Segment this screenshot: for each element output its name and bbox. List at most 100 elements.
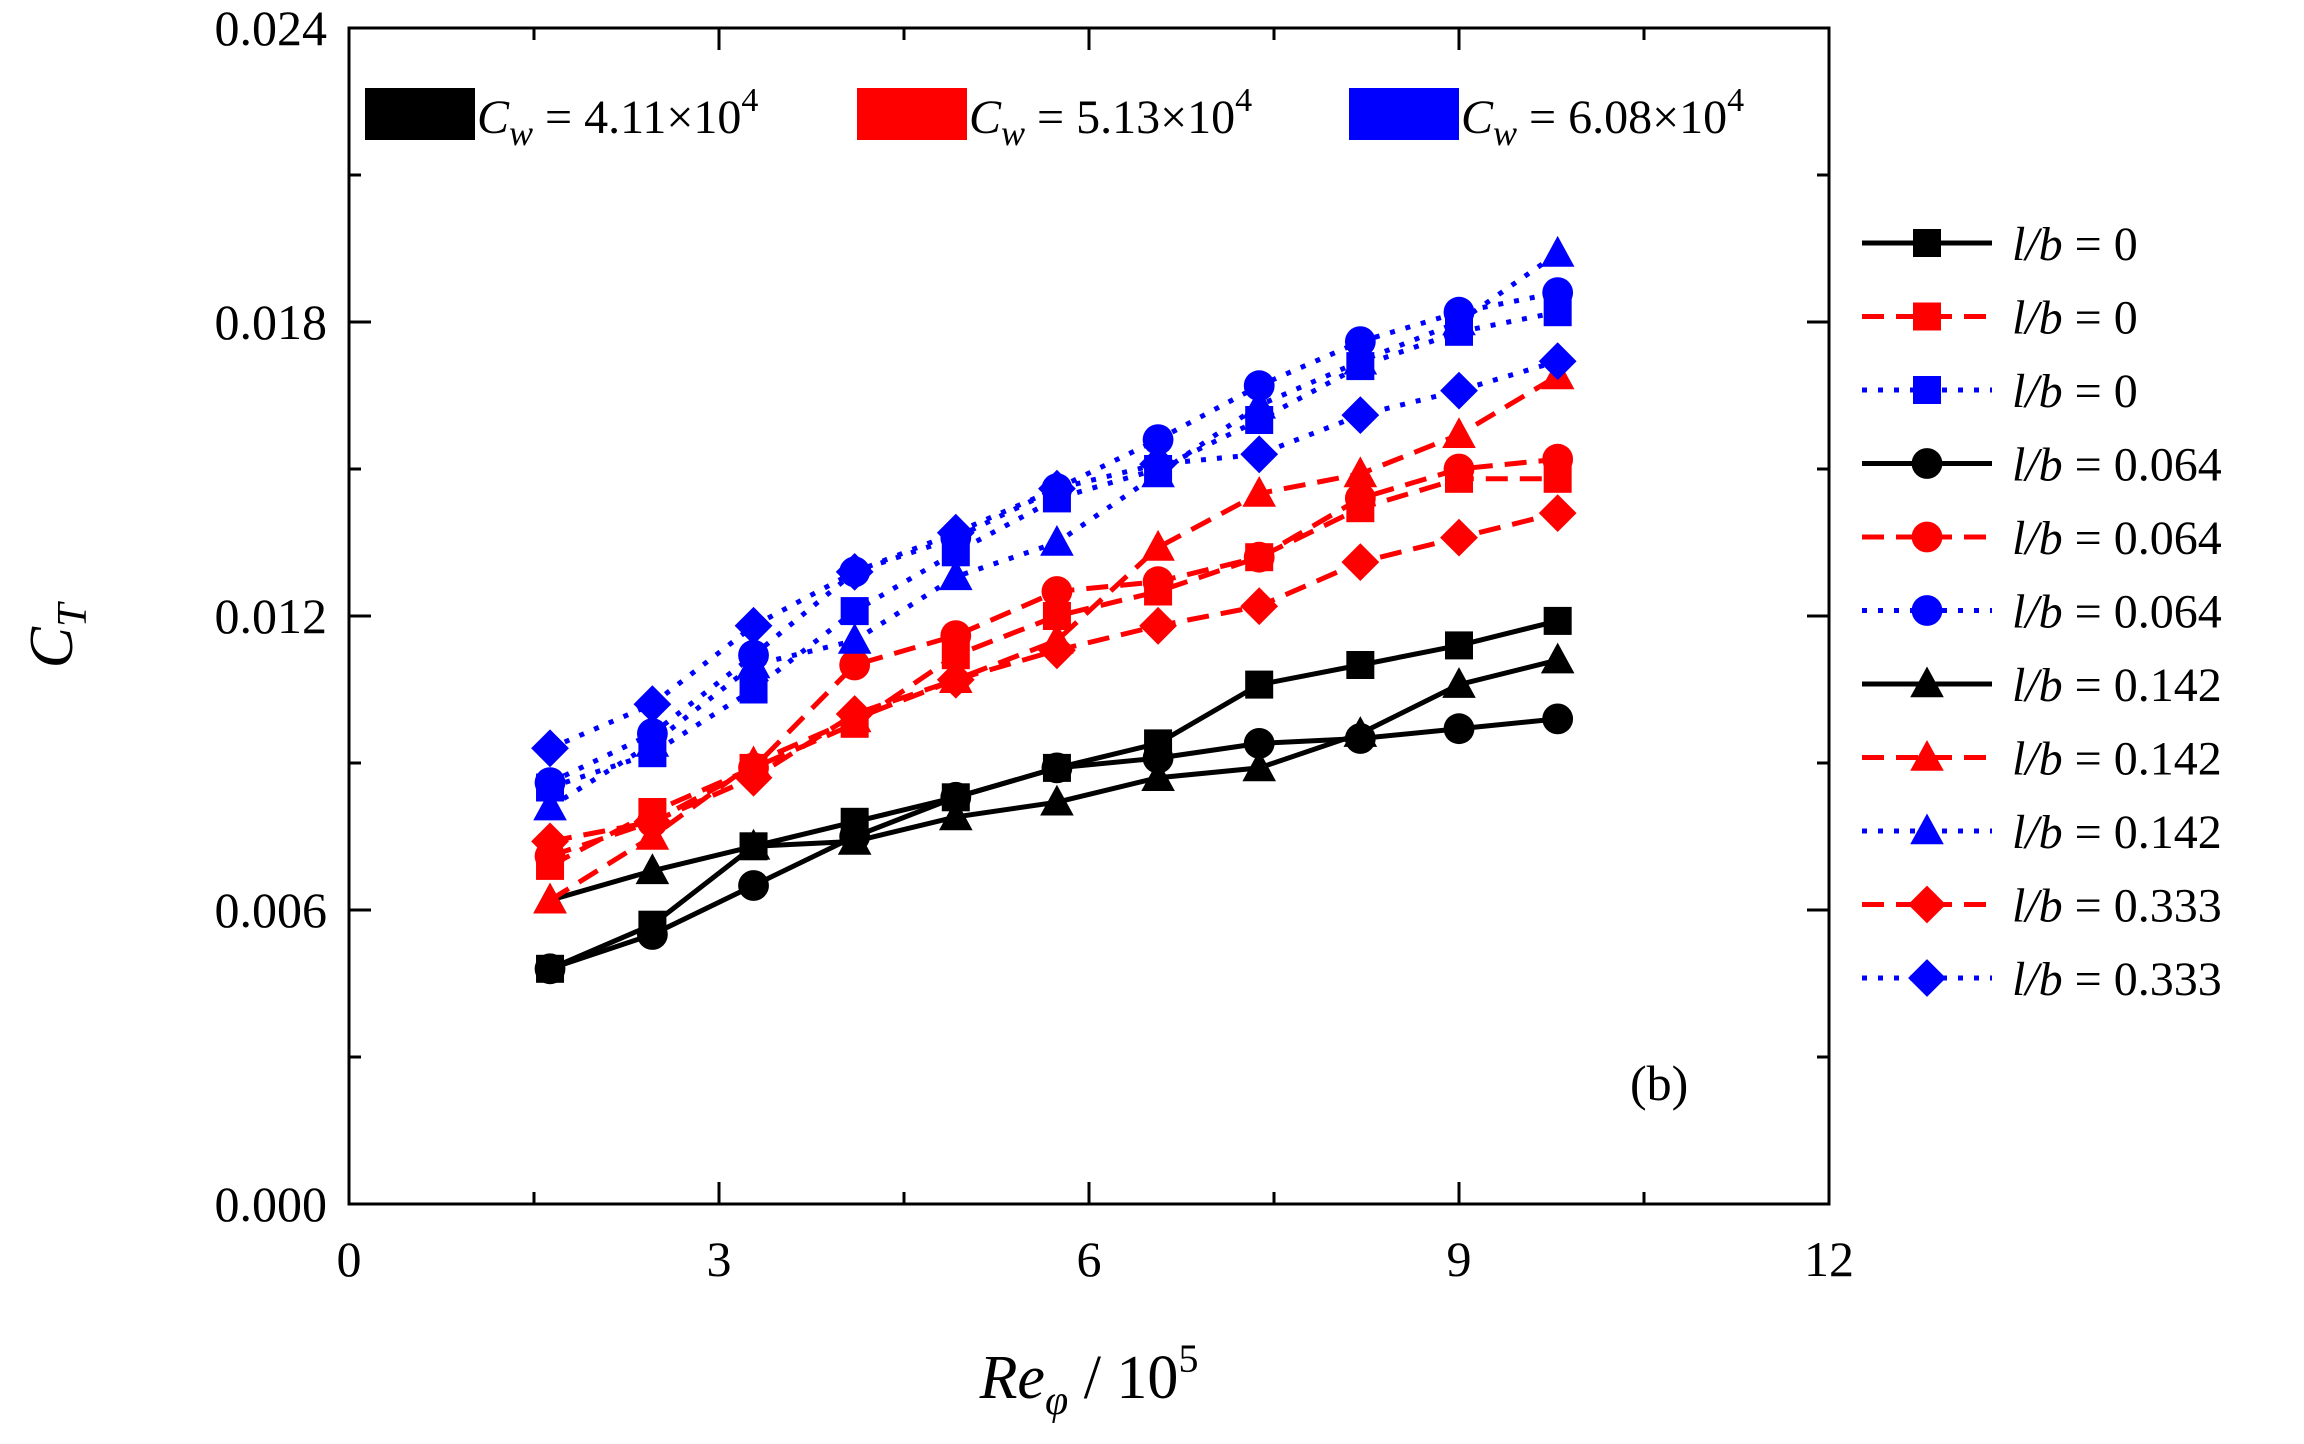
legend-marker: [1911, 595, 1943, 626]
legend-marker: [1913, 376, 1941, 404]
data-point: [1142, 742, 1174, 774]
y-axis-label-sub: T: [50, 601, 96, 627]
data-point: [1041, 752, 1073, 784]
data-point: [839, 649, 871, 681]
data-point: [1040, 525, 1074, 556]
data-point: [633, 802, 672, 841]
data-point: [1245, 670, 1274, 699]
data-point: [1341, 543, 1380, 581]
legend-item: l/b = 0.333: [1862, 953, 2222, 1006]
series-10: [531, 342, 1577, 768]
y-tick-label: 0.012: [215, 588, 328, 644]
legend-var: l/b: [2012, 953, 2063, 1006]
legend-item: l/b = 0.333: [1862, 880, 2222, 933]
legend-var: l/b: [2012, 292, 2063, 345]
data-point: [1440, 371, 1478, 410]
legend-item: l/b = 0: [1862, 292, 2138, 345]
data-point: [531, 822, 569, 861]
legend-text: = 6.08×10: [1517, 91, 1727, 144]
data-point: [1243, 541, 1275, 573]
data-point: [1344, 326, 1376, 357]
legend-value: = 0.333: [2063, 953, 2222, 1006]
data-point: [837, 623, 872, 654]
color-legend: Cw = 4.11×104 Cw = 5.13×104 Cw = 6.08×104: [365, 82, 1744, 153]
x-tick-label: 0: [337, 1231, 362, 1287]
legend-label: l/b = 0: [2012, 218, 2138, 271]
data-point: [1038, 631, 1076, 670]
legend-label: l/b = 0.064: [2012, 586, 2222, 639]
data-point: [1443, 453, 1475, 485]
data-point: [1344, 483, 1376, 514]
data-point: [734, 606, 773, 645]
data-point: [940, 620, 972, 651]
data-point: [1139, 606, 1177, 645]
axes: 0 3 6 9 12 0.000 0.006 0.012 0.018 0.024: [215, 0, 1855, 1287]
data-point: [1442, 667, 1476, 698]
data-point: [835, 695, 874, 733]
data-point: [1540, 235, 1575, 267]
legend-marker: [1910, 740, 1944, 771]
data-point: [734, 758, 773, 797]
legend-item: l/b = 0: [1862, 365, 2138, 418]
data-point: [1343, 716, 1378, 747]
data-point: [936, 513, 975, 552]
data-point: [1542, 277, 1574, 308]
legend-var: l/b: [2012, 439, 2063, 492]
data-point: [837, 823, 872, 855]
legend-item: l/b = 0.064: [1862, 586, 2222, 639]
data-point: [1443, 713, 1475, 745]
legend-sup: 4: [741, 82, 758, 119]
x-tick-label: 9: [1447, 1231, 1472, 1287]
legend-value: = 0.142: [2063, 806, 2222, 859]
legend-prefix: C: [1461, 91, 1494, 144]
data-point: [1141, 760, 1175, 791]
y-axis-label-main: C: [18, 626, 86, 668]
legend-prefix: C: [969, 91, 1002, 144]
legend-marker: [1913, 302, 1941, 331]
color-legend-label: Cw = 6.08×104: [1461, 82, 1744, 153]
color-legend-label: Cw = 5.13×104: [969, 82, 1252, 153]
color-swatch: [857, 88, 967, 140]
series-3: [534, 703, 1574, 985]
legend-sub: w: [1493, 113, 1517, 153]
data-point: [1243, 370, 1275, 402]
legend-sup: 4: [1727, 82, 1744, 119]
data-point: [1341, 396, 1380, 434]
x-tick-label: 3: [707, 1231, 732, 1287]
data-point: [1445, 631, 1473, 660]
x-axis-label-rest: / 10: [1068, 1344, 1178, 1412]
data-point: [531, 729, 569, 768]
legend-sub: w: [1001, 113, 1025, 153]
data-point: [736, 647, 771, 679]
legend-label: l/b = 0.333: [2012, 953, 2222, 1006]
legend-item: l/b = 0.064: [1862, 439, 2222, 492]
color-legend-item: Cw = 6.08×104: [1349, 82, 1744, 153]
legend-var: l/b: [2012, 806, 2063, 859]
data-point: [1538, 494, 1577, 532]
series-line: [548, 373, 1559, 903]
plot-frame: [347, 26, 1831, 1206]
data-point: [1139, 445, 1177, 483]
legend-prefix: C: [477, 91, 510, 144]
color-swatch: [365, 88, 475, 140]
data-point: [533, 789, 567, 821]
data-point: [1242, 476, 1276, 507]
y-tick-label: 0.000: [215, 1176, 328, 1232]
data-point: [736, 828, 771, 860]
series-layer: [531, 235, 1577, 985]
data-point: [840, 597, 869, 626]
legend-sub: w: [509, 113, 533, 153]
legend-item: l/b = 0.142: [1862, 806, 2222, 859]
data-point: [1442, 304, 1476, 336]
legend-label: l/b = 0: [2012, 292, 2138, 345]
legend-sup: 4: [1235, 82, 1252, 119]
data-point: [739, 675, 768, 704]
data-point: [1240, 435, 1279, 474]
legend-text: = 4.11×10: [533, 91, 741, 144]
series-line: [548, 476, 1558, 869]
data-point: [1543, 606, 1572, 635]
data-point: [1343, 343, 1378, 375]
legend-var: l/b: [2012, 586, 2063, 639]
x-tick-label: 6: [1077, 1231, 1102, 1287]
data-point: [637, 919, 668, 950]
